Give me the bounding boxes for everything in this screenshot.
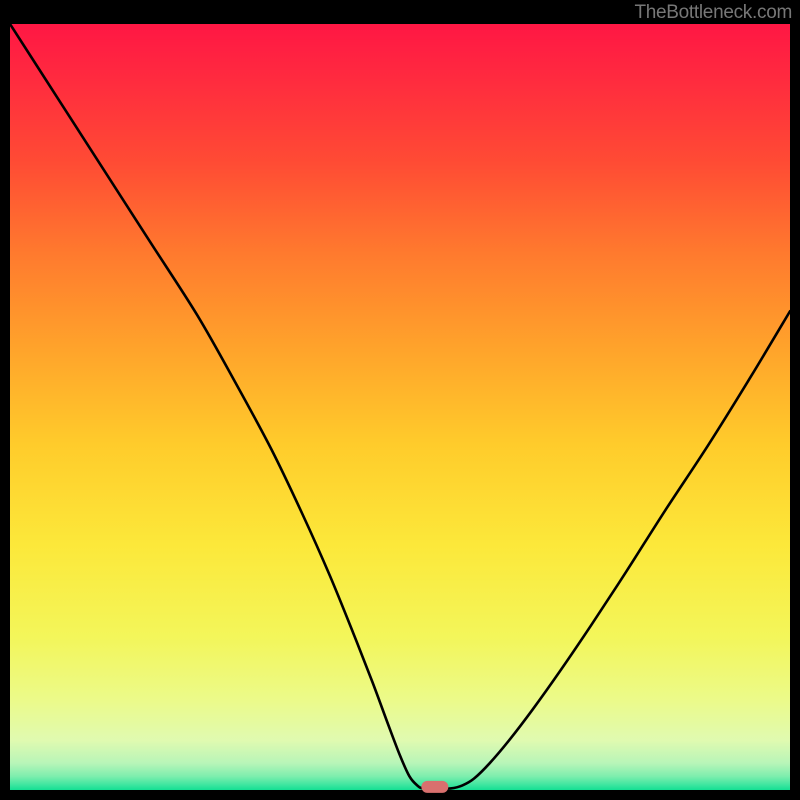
bottleneck-chart-svg bbox=[10, 24, 790, 790]
gradient-background bbox=[10, 24, 790, 790]
watermark-text: TheBottleneck.com bbox=[634, 2, 792, 24]
plot-area bbox=[10, 24, 790, 790]
minimum-marker bbox=[421, 781, 448, 793]
chart-frame: TheBottleneck.com bbox=[0, 0, 800, 800]
